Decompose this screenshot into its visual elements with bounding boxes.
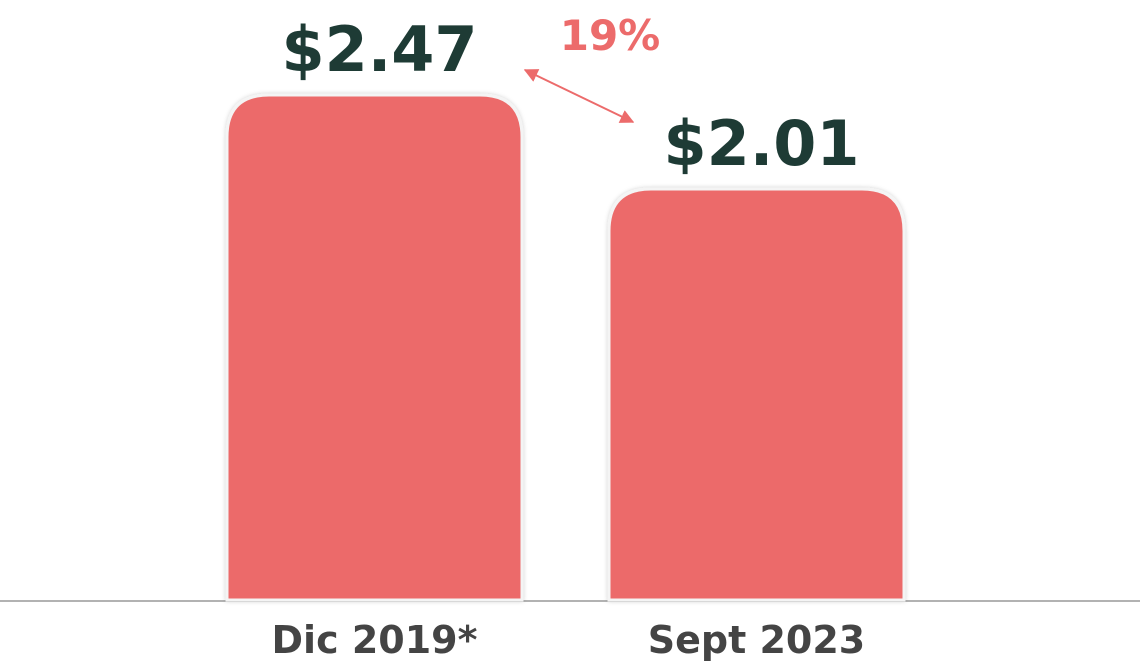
change-annotation: 19% — [560, 11, 661, 60]
bar — [607, 187, 906, 602]
value-label: $2.01 — [663, 107, 859, 180]
bar — [225, 93, 524, 602]
value-label: $2.47 — [281, 13, 477, 86]
x-tick-label: Sept 2023 — [648, 618, 866, 662]
x-tick-label: Dic 2019* — [272, 618, 478, 662]
change-arrow — [523, 69, 635, 123]
